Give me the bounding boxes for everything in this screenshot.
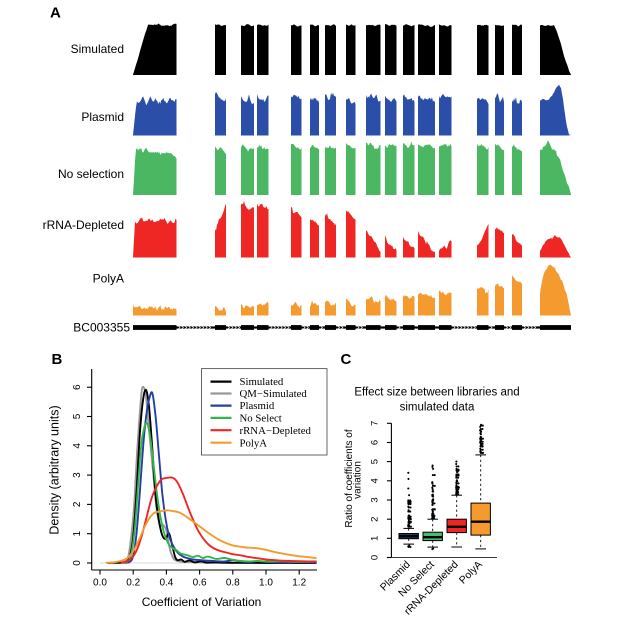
svg-text:No Select: No Select: [240, 413, 282, 425]
svg-text:0.6: 0.6: [193, 578, 207, 589]
svg-text:PolyA: PolyA: [93, 272, 124, 286]
svg-text:Coefficient of Variation: Coefficient of Variation: [142, 595, 262, 609]
svg-text:1.2: 1.2: [292, 578, 306, 589]
svg-text:4: 4: [370, 478, 381, 483]
svg-text:variation: variation: [353, 461, 364, 499]
svg-text:Effect size between libraries: Effect size between libraries and: [354, 387, 519, 399]
svg-text:2: 2: [370, 517, 381, 522]
svg-text:1: 1: [72, 530, 83, 536]
svg-text:0: 0: [370, 555, 381, 560]
svg-text:QM−Simulated: QM−Simulated: [240, 388, 308, 400]
svg-text:4: 4: [72, 443, 83, 449]
svg-text:Plasmid: Plasmid: [81, 110, 124, 124]
svg-text:7: 7: [370, 421, 381, 426]
svg-text:0.8: 0.8: [226, 578, 240, 589]
svg-text:rRNA-Depleted: rRNA-Depleted: [43, 218, 124, 232]
svg-text:No selection: No selection: [58, 167, 124, 181]
svg-text:Ratio of coefficients of: Ratio of coefficients of: [344, 429, 355, 527]
svg-text:Density (arbitrary units): Density (arbitrary units): [48, 405, 62, 534]
svg-text:PolyA: PolyA: [240, 437, 268, 449]
svg-text:Simulated: Simulated: [240, 376, 284, 388]
svg-text:0: 0: [72, 560, 83, 566]
svg-text:0.2: 0.2: [126, 578, 140, 589]
svg-text:B: B: [52, 351, 63, 368]
svg-text:5: 5: [72, 413, 83, 419]
svg-text:1: 1: [370, 536, 381, 541]
svg-text:simulated data: simulated data: [400, 402, 475, 414]
svg-text:Simulated: Simulated: [71, 42, 124, 56]
svg-text:Plasmid: Plasmid: [240, 400, 275, 412]
svg-text:0.4: 0.4: [159, 578, 173, 589]
svg-text:3: 3: [370, 497, 381, 502]
svg-text:6: 6: [72, 384, 83, 390]
svg-text:A: A: [50, 5, 61, 22]
svg-text:BC003355: BC003355: [73, 321, 130, 335]
svg-text:C: C: [341, 351, 352, 368]
svg-text:6: 6: [370, 440, 381, 445]
svg-text:rRNA−Depleted: rRNA−Depleted: [240, 425, 312, 437]
svg-text:2: 2: [72, 501, 83, 507]
svg-text:5: 5: [370, 459, 381, 464]
svg-text:3: 3: [72, 472, 83, 478]
svg-text:0.0: 0.0: [93, 578, 107, 589]
svg-text:1.0: 1.0: [259, 578, 273, 589]
